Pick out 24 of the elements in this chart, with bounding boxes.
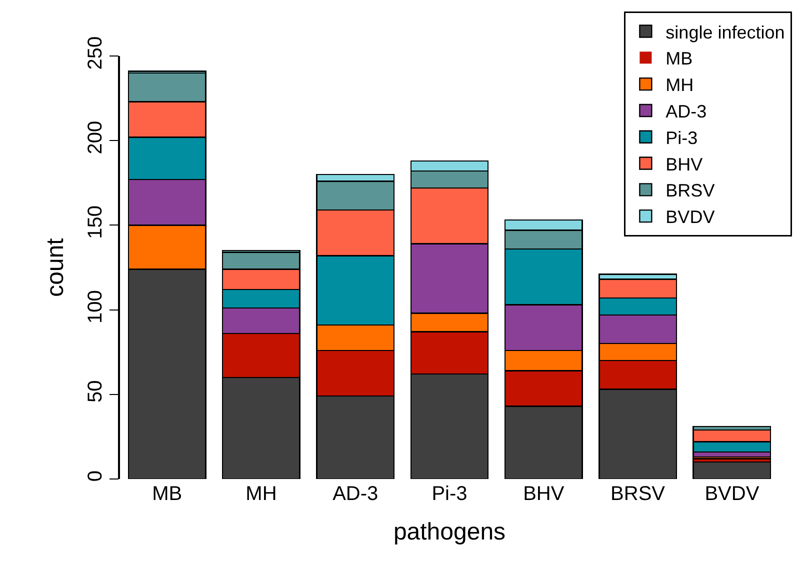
legend-label: BRSV: [666, 180, 715, 201]
y-tick-label: 100: [84, 290, 106, 324]
y-tick-label: 0: [84, 470, 106, 482]
x-tick-label: MH: [246, 483, 277, 505]
x-tick-label: BVDV: [704, 483, 760, 505]
y-tick-label: 250: [84, 36, 106, 70]
legend-label: MH: [666, 75, 694, 96]
x-axis-title: pathogens: [393, 518, 506, 546]
legend-label: BVDV: [666, 207, 715, 228]
y-tick-label: 200: [84, 120, 106, 154]
x-tick-label: AD-3: [332, 483, 378, 505]
y-tick-label: 50: [84, 380, 106, 403]
x-tick-label: BRSV: [610, 483, 666, 505]
legend-label: single infection: [666, 22, 785, 42]
x-tick-label: Pi-3: [432, 483, 468, 505]
x-tick-label: MB: [152, 483, 182, 505]
legend-label: MB: [666, 48, 693, 69]
x-tick-label: BHV: [523, 483, 565, 505]
legend-label: BHV: [666, 154, 703, 174]
y-axis-title: count: [42, 238, 69, 297]
y-tick-label: 150: [84, 206, 106, 239]
legend-label: AD-3: [666, 102, 707, 122]
legend-label: Pi-3: [666, 128, 698, 148]
bar: [692, 461, 772, 479]
